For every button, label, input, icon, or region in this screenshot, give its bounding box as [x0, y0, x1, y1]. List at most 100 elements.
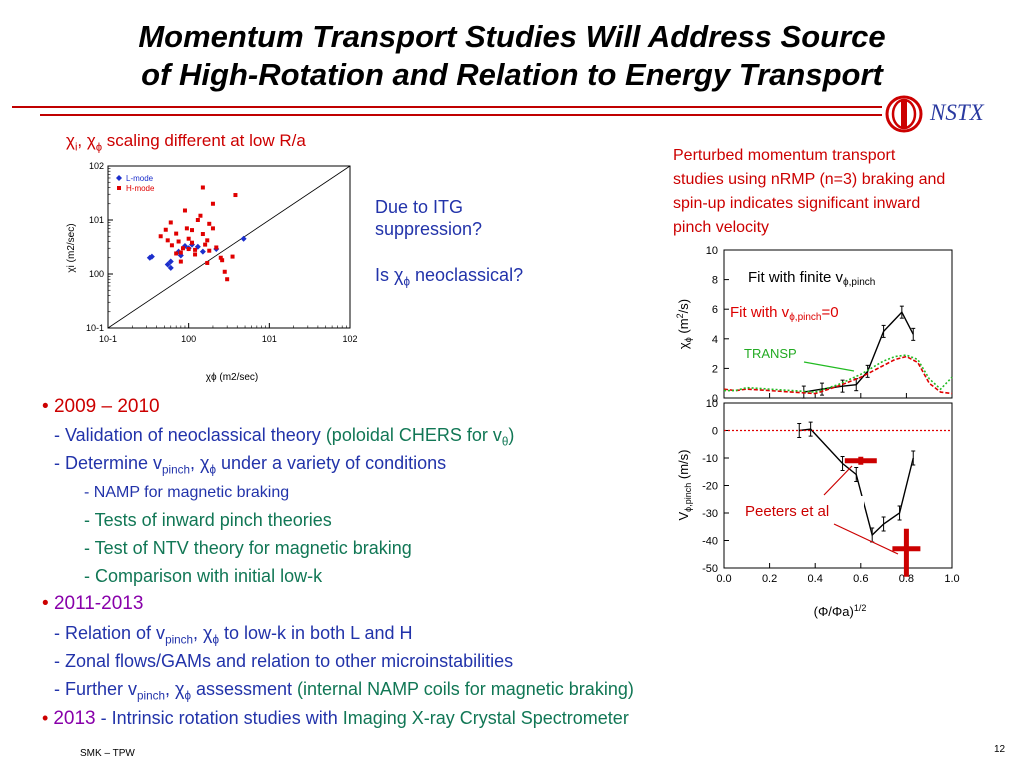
scatter-point-h-mode	[168, 220, 173, 225]
chi-y-tick-label: 10	[706, 245, 718, 257]
footer-left: SMK – TPW	[80, 748, 135, 759]
scatter-point-l-mode	[167, 264, 174, 271]
scatter-ticks: 10-110-1 100 100 101 101 102 102	[86, 161, 358, 344]
b1-l2-sub-a: pinch	[162, 463, 190, 477]
bullet-2011: • 2011-2013	[42, 593, 143, 615]
scatter-point-h-mode	[163, 227, 168, 232]
chi-subscript: ϕ	[184, 689, 191, 703]
b3-text-b: Imaging X-ray Crystal Spectrometer	[342, 708, 629, 728]
chi-y-tick-label: 0	[712, 393, 718, 405]
b2-l1-text-b: ,	[193, 623, 204, 643]
pinch-y-tick-label: -10	[702, 453, 718, 465]
b1-l1-text-b: (poloidal CHERS for v	[325, 425, 502, 445]
chi-subscript: ϕ	[95, 141, 102, 154]
nstx-logo-icon	[885, 95, 923, 133]
bullet-2011-line-3: - Further vpinch, χϕ assessment (interna…	[54, 678, 634, 708]
scatter-point-h-mode	[186, 247, 191, 252]
fit-zero-text: Fit with v	[730, 304, 790, 321]
legend-marker-h-mode	[117, 186, 121, 190]
itg-line-3-prefix: Is	[375, 265, 395, 285]
v-pinch-plot-frame	[723, 402, 953, 569]
scatter-y-tick-label: 101	[89, 215, 104, 225]
scatter-point-h-mode	[193, 247, 198, 252]
x-label-superscript: 1/2	[854, 603, 867, 613]
title-rule-top	[12, 106, 882, 108]
b1-l1-sub: θ	[501, 435, 509, 449]
unit-prefix: (m	[676, 318, 691, 333]
scatter-point-h-mode	[190, 228, 195, 233]
scatter-y-tick-label: 10-1	[86, 323, 104, 333]
scatter-point-h-mode	[233, 193, 238, 198]
bullet-2009-line-4: - Tests of inward pinch theories	[84, 510, 332, 530]
b1-l1-text-a: - Validation of neoclassical theory	[54, 425, 326, 445]
scatter-point-h-mode	[230, 254, 235, 259]
scatter-point-l-mode	[199, 248, 206, 255]
bullet-2009-line-3: - NAMP for magnetic braking	[84, 484, 290, 501]
chi-subscript: ϕ	[403, 275, 411, 289]
right-x-tick-label: 0.2	[762, 573, 777, 585]
scatter-heading-text: scaling different at low R/a	[106, 131, 306, 150]
scatter-point-h-mode	[182, 208, 187, 213]
chi-y-tick-label: 2	[712, 363, 718, 375]
b3-text-a: - Intrinsic rotation studies with	[95, 708, 343, 728]
scatter-y-tick-label: 102	[89, 161, 104, 171]
bullet-2009-line-5: - Test of NTV theory for magnetic brakin…	[84, 538, 412, 558]
pinch-y-tick-label: -40	[702, 536, 718, 548]
legend-label-l-mode: L-mode	[126, 174, 154, 183]
scatter-y-label: χi (m2/sec)	[66, 223, 77, 272]
bullet-2009-line-2: - Determine vpinch, χϕ under a variety o…	[54, 452, 446, 482]
scatter-point-h-mode	[203, 242, 208, 247]
pinch-series-line	[799, 428, 914, 537]
scatter-point-l-mode	[146, 254, 153, 261]
bullet-2011-head: 2011-2013	[53, 593, 144, 614]
chi-phi-y-label: χϕ (m2/s)	[675, 299, 693, 349]
scatter-point-h-mode	[190, 240, 195, 245]
scatter-x-label: χϕ (m2/sec)	[206, 372, 259, 383]
b2-l3-text-b: ,	[164, 679, 175, 699]
fit-zero-label: Fit with vϕ,pinch=0	[730, 304, 839, 323]
bullet-2009-line-6: - Comparison with initial low-k	[84, 566, 323, 586]
right-x-tick-label: 0.0	[716, 573, 731, 585]
v-pinch-y-label-text: Vϕ,pinch (m/s)	[676, 450, 693, 521]
perturbed-line-1: Perturbed momentum transport	[673, 147, 896, 164]
scatter-point-h-mode	[207, 221, 212, 226]
legend-label-h-mode: H-mode	[126, 184, 155, 193]
nstx-logo: NSTX	[884, 94, 1014, 134]
fit-finite-text: Fit with finite v	[748, 269, 844, 286]
scatter-point-h-mode	[186, 236, 191, 241]
fit-zero-suffix: =0	[821, 304, 838, 321]
chi-subscript: ϕ	[212, 633, 220, 647]
bullet-2009-head: 2009 – 2010	[53, 396, 160, 417]
scatter-heading: χi, χϕ scaling different at low R/a	[66, 130, 306, 158]
scatter-point-h-mode	[218, 255, 223, 260]
scatter-point-h-mode	[193, 252, 198, 257]
scatter-point-h-mode	[200, 185, 205, 190]
chi-subscript: ϕ	[683, 337, 693, 342]
right-lines	[723, 305, 953, 577]
nstx-logo-text: NSTX	[930, 100, 984, 125]
comma: ,	[77, 131, 83, 150]
pinch-y-tick-label: -30	[702, 508, 718, 520]
scatter-point-h-mode	[165, 238, 170, 243]
v-subscript: ϕ,pinch	[683, 483, 693, 512]
chi-y-tick-label: 8	[712, 275, 718, 287]
itg-line-3: Is χϕ neoclassical?	[375, 264, 523, 294]
scatter-point-h-mode	[210, 226, 215, 231]
b1-l2-text-b: ,	[189, 453, 200, 473]
scatter-point-h-mode	[180, 246, 185, 251]
scatter-point-h-mode	[225, 277, 230, 282]
fit-finite-subscript: ϕ,pinch	[843, 277, 875, 288]
b2-l3-sub-a: pinch	[137, 689, 165, 703]
perturbed-line-4: pinch velocity	[673, 219, 770, 236]
chi-y-tick-label: 6	[712, 304, 718, 316]
scatter-point-h-mode	[178, 250, 183, 255]
scatter-point-h-mode	[178, 259, 183, 264]
unit-superscript: 2	[675, 313, 685, 318]
bullet-2013-head: 2013	[53, 708, 96, 729]
bullet-2013: • 2013 - Intrinsic rotation studies with…	[42, 707, 629, 730]
scatter-point-h-mode	[176, 239, 181, 244]
peeters-label-bg	[740, 496, 864, 522]
scatter-legend: L-mode H-mode	[116, 174, 155, 193]
bullet-dot: •	[42, 396, 49, 417]
